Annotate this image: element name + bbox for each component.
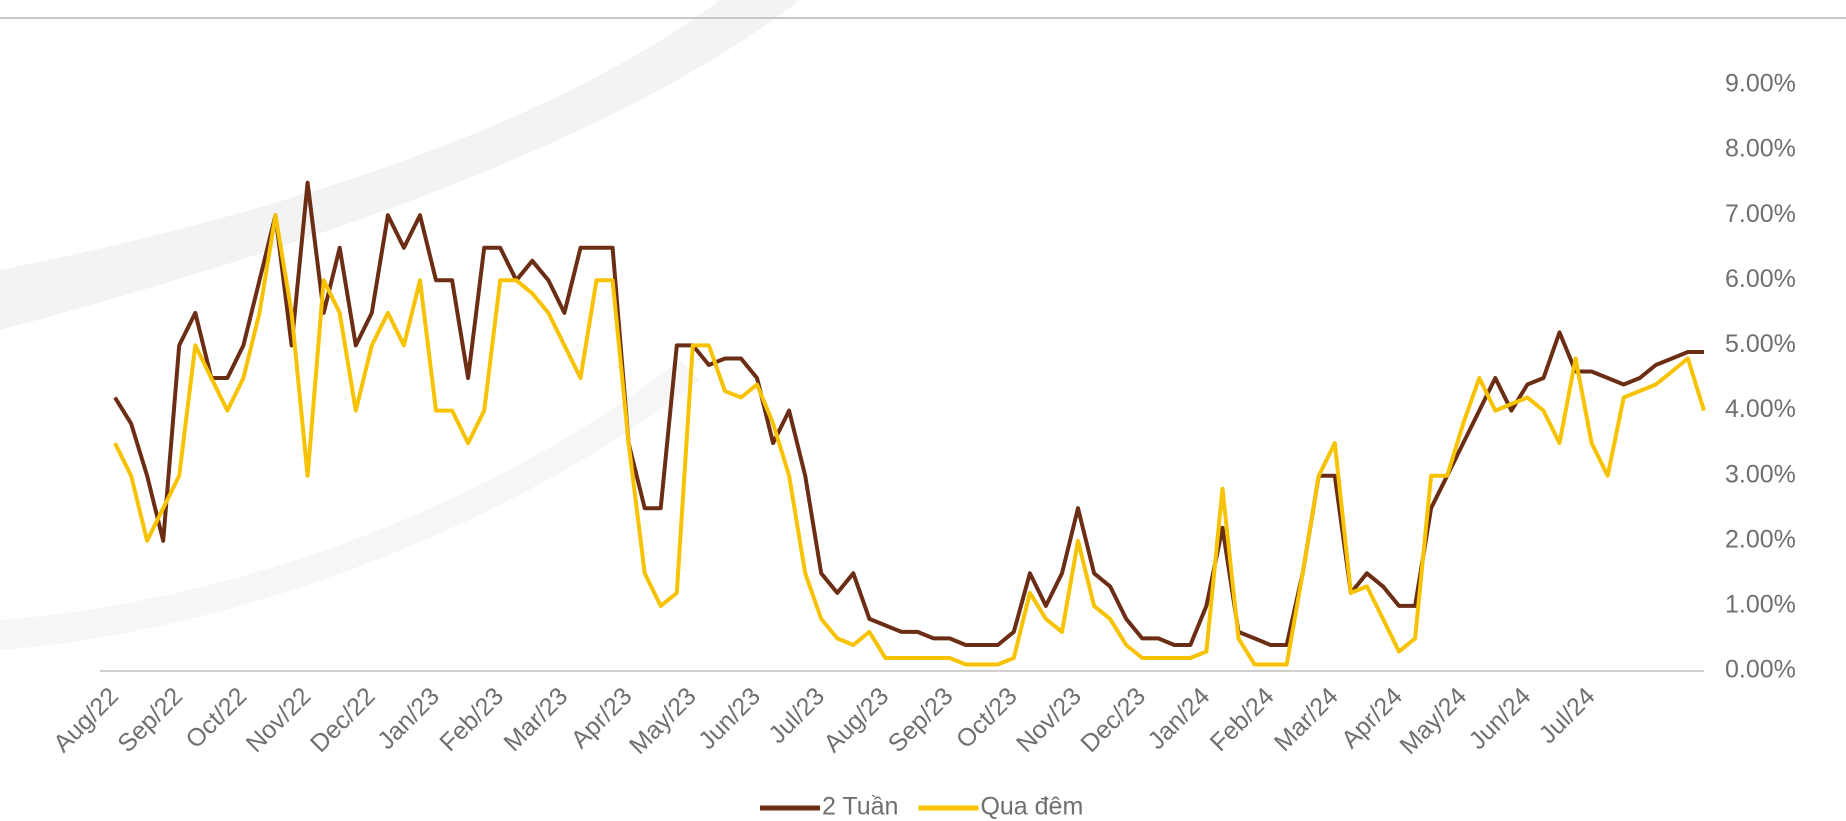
- legend-label: 2 Tuần: [822, 793, 898, 821]
- y-tick-label: 2.00%: [1725, 525, 1796, 553]
- y-tick-label: 3.00%: [1725, 460, 1796, 488]
- y-tick-label: 8.00%: [1725, 135, 1796, 163]
- x-tick-label: Nov/22: [241, 682, 317, 758]
- x-tick-label: May/23: [624, 682, 702, 760]
- x-tick-label: Feb/23: [434, 682, 509, 757]
- x-tick-label: Oct/22: [180, 682, 252, 754]
- x-tick-label: Aug/22: [48, 682, 124, 758]
- x-tick-label: Jan/23: [372, 682, 445, 755]
- x-tick-label: Feb/24: [1205, 682, 1280, 757]
- y-tick-label: 4.00%: [1725, 395, 1796, 423]
- series-line: [113, 213, 1706, 667]
- x-tick-label: Sep/23: [883, 682, 959, 758]
- y-tick-label: 7.00%: [1725, 200, 1796, 228]
- y-tick-label: 0.00%: [1725, 656, 1796, 684]
- x-tick-label: May/24: [1394, 682, 1472, 760]
- y-tick-label: 5.00%: [1725, 330, 1796, 358]
- x-tick-label: Dec/23: [1075, 682, 1151, 758]
- x-tick-label: Jan/24: [1142, 682, 1215, 755]
- x-tick-label: Sep/22: [112, 682, 188, 758]
- x-tick-label: Mar/23: [499, 682, 574, 757]
- y-tick-label: 1.00%: [1725, 590, 1796, 618]
- x-tick-label: Jun/23: [693, 682, 766, 755]
- series-line: [113, 180, 1704, 647]
- x-tick-label: Jul/24: [1534, 682, 1601, 749]
- x-tick-label: Mar/24: [1269, 682, 1344, 757]
- y-tick-label: 9.00%: [1725, 70, 1796, 98]
- x-tick-label: Jun/24: [1463, 682, 1536, 755]
- lines: [113, 180, 1706, 667]
- x-tick-label: Dec/22: [305, 682, 381, 758]
- x-tick-label: Aug/23: [819, 682, 895, 758]
- background-arc: [0, 360, 700, 650]
- y-tick-label: 6.00%: [1725, 265, 1796, 293]
- x-tick-label: Nov/23: [1011, 682, 1087, 758]
- x-tick-label: Oct/23: [951, 682, 1023, 754]
- legend: 2 Tuần Qua đêm: [760, 793, 1083, 821]
- background-arc: [0, 0, 800, 330]
- legend-label: Qua đêm: [980, 793, 1083, 821]
